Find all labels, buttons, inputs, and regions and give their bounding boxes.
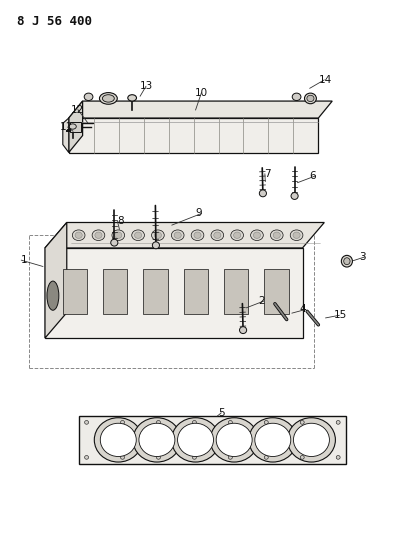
Ellipse shape [128, 95, 136, 101]
Ellipse shape [231, 230, 243, 240]
Ellipse shape [103, 95, 114, 102]
Text: 4: 4 [300, 304, 306, 314]
Ellipse shape [139, 423, 175, 456]
Ellipse shape [300, 456, 304, 459]
Ellipse shape [69, 124, 76, 129]
Text: 10: 10 [195, 87, 208, 98]
Ellipse shape [259, 190, 267, 197]
Ellipse shape [304, 93, 316, 104]
Polygon shape [264, 269, 288, 314]
Ellipse shape [94, 418, 142, 462]
Text: 15: 15 [334, 310, 347, 320]
Polygon shape [103, 269, 127, 314]
Ellipse shape [336, 421, 340, 424]
Ellipse shape [120, 421, 124, 424]
Text: 9: 9 [196, 208, 202, 219]
Polygon shape [69, 101, 332, 118]
Polygon shape [63, 118, 69, 152]
Ellipse shape [264, 456, 268, 459]
Text: 8: 8 [117, 216, 123, 227]
Ellipse shape [85, 456, 89, 459]
Ellipse shape [300, 421, 304, 424]
Text: 2: 2 [258, 296, 265, 306]
Ellipse shape [253, 232, 261, 238]
Ellipse shape [75, 232, 82, 238]
Polygon shape [69, 118, 318, 152]
Text: 14: 14 [318, 75, 332, 85]
Text: 5: 5 [218, 408, 225, 418]
Ellipse shape [152, 230, 164, 240]
Ellipse shape [214, 232, 221, 238]
Ellipse shape [92, 230, 105, 240]
Ellipse shape [112, 230, 124, 240]
Ellipse shape [211, 230, 224, 240]
Ellipse shape [344, 258, 350, 265]
Ellipse shape [233, 232, 241, 238]
Text: 7: 7 [264, 169, 271, 179]
Polygon shape [70, 122, 81, 132]
Ellipse shape [271, 230, 283, 240]
Ellipse shape [290, 230, 303, 240]
Ellipse shape [264, 421, 268, 424]
Polygon shape [45, 222, 324, 248]
Ellipse shape [111, 239, 118, 246]
Ellipse shape [134, 232, 142, 238]
Ellipse shape [216, 423, 252, 456]
Ellipse shape [84, 93, 93, 101]
Ellipse shape [194, 232, 201, 238]
Ellipse shape [239, 327, 247, 334]
Ellipse shape [192, 421, 196, 424]
Ellipse shape [174, 232, 181, 238]
Polygon shape [224, 269, 248, 314]
Ellipse shape [336, 456, 340, 459]
Ellipse shape [120, 456, 124, 459]
Ellipse shape [171, 230, 184, 240]
Ellipse shape [72, 230, 85, 240]
Polygon shape [45, 222, 67, 338]
Ellipse shape [287, 418, 336, 462]
Text: 11: 11 [60, 122, 73, 132]
Ellipse shape [156, 456, 160, 459]
Ellipse shape [115, 232, 122, 238]
Text: 13: 13 [139, 81, 153, 91]
Ellipse shape [133, 418, 181, 462]
Ellipse shape [100, 423, 136, 456]
Ellipse shape [156, 421, 160, 424]
Text: 3: 3 [359, 252, 365, 262]
Polygon shape [45, 248, 302, 338]
Ellipse shape [154, 232, 162, 238]
Ellipse shape [152, 242, 160, 249]
Ellipse shape [273, 232, 280, 238]
Polygon shape [184, 269, 208, 314]
Text: 8 J 56 400: 8 J 56 400 [17, 14, 92, 28]
Polygon shape [69, 101, 83, 152]
Ellipse shape [99, 93, 117, 104]
Ellipse shape [47, 281, 59, 310]
Ellipse shape [95, 232, 102, 238]
Polygon shape [143, 269, 168, 314]
Text: 6: 6 [310, 171, 316, 181]
Ellipse shape [307, 95, 314, 102]
Ellipse shape [291, 192, 298, 199]
Ellipse shape [191, 230, 204, 240]
Ellipse shape [255, 423, 291, 456]
Polygon shape [63, 269, 87, 314]
Ellipse shape [132, 230, 144, 240]
Ellipse shape [292, 93, 301, 101]
Ellipse shape [251, 230, 263, 240]
Ellipse shape [293, 232, 300, 238]
Text: 12: 12 [71, 104, 84, 115]
Ellipse shape [293, 423, 330, 456]
Polygon shape [79, 416, 346, 464]
Ellipse shape [210, 418, 258, 462]
Ellipse shape [192, 456, 196, 459]
Ellipse shape [172, 418, 219, 462]
Ellipse shape [249, 418, 297, 462]
Ellipse shape [85, 421, 89, 424]
Ellipse shape [178, 423, 213, 456]
Text: 1: 1 [20, 255, 27, 265]
Ellipse shape [228, 456, 232, 459]
Ellipse shape [342, 255, 352, 267]
Ellipse shape [228, 421, 232, 424]
